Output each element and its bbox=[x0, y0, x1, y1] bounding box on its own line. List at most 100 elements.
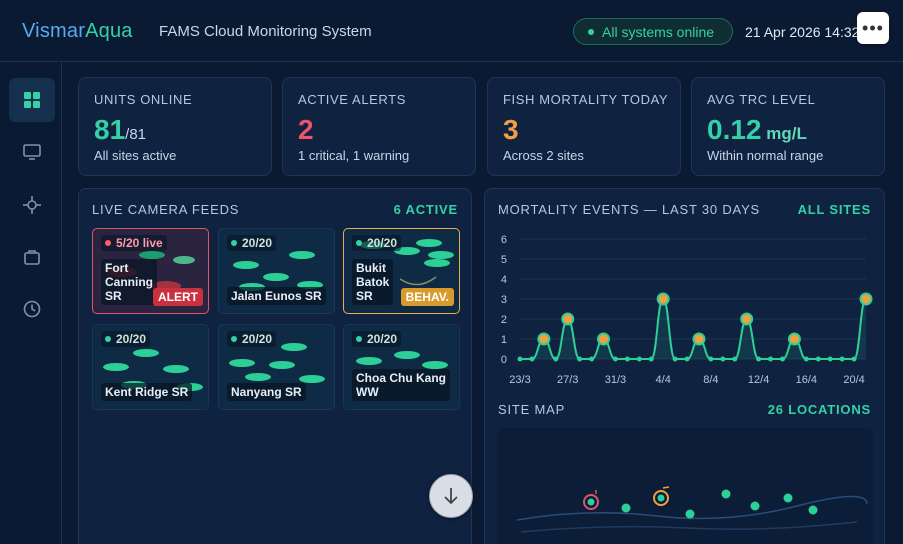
arrow-down-icon bbox=[444, 488, 458, 505]
y-tick-label: 2 bbox=[501, 314, 507, 326]
panel-title: LIVE CAMERA FEEDS bbox=[92, 202, 240, 217]
kpi-active-alerts[interactable]: ACTIVE ALERTS 2 1 critical, 1 warning bbox=[282, 77, 476, 176]
kpi-units-online[interactable]: UNITS ONLINE 81/81 All sites active bbox=[78, 77, 272, 176]
brand-logo[interactable]: VismarAqua bbox=[22, 20, 133, 43]
more-options-icon: ••• bbox=[862, 17, 884, 38]
data-point bbox=[708, 356, 714, 362]
live-dot-icon bbox=[356, 336, 362, 342]
monitor-icon bbox=[23, 144, 41, 160]
kpi-value: 3 bbox=[503, 114, 519, 146]
site-marker[interactable] bbox=[721, 489, 731, 499]
data-point-event[interactable] bbox=[787, 332, 801, 346]
brand-part-1: Vismar bbox=[22, 20, 86, 42]
data-point-event[interactable] bbox=[537, 332, 551, 346]
top-bar: VismarAqua FAMS Cloud Monitoring System … bbox=[0, 0, 903, 62]
kpi-label: ACTIVE ALERTS bbox=[298, 92, 406, 107]
feed-fish-count: 20/20 bbox=[352, 235, 402, 251]
data-point bbox=[648, 356, 654, 362]
data-point-event[interactable] bbox=[597, 332, 611, 346]
camera-feed-choa-chu-kang[interactable]: 20/20 Choa Chu Kang WW bbox=[343, 324, 460, 410]
nav-cases[interactable] bbox=[9, 235, 55, 279]
locations-count-link[interactable]: 26 LOCATIONS bbox=[767, 402, 871, 417]
data-point-event[interactable] bbox=[859, 292, 873, 306]
site-map[interactable] bbox=[497, 428, 873, 544]
data-point bbox=[672, 356, 678, 362]
data-point-event[interactable] bbox=[561, 312, 575, 326]
data-point-event[interactable] bbox=[740, 312, 754, 326]
more-options-button[interactable]: ••• bbox=[857, 12, 889, 44]
site-map-canvas bbox=[516, 486, 868, 533]
x-tick-label: 4/4 bbox=[656, 374, 671, 386]
scroll-down-button[interactable] bbox=[429, 474, 473, 518]
brand-part-2: Aqua bbox=[85, 20, 133, 42]
kpi-value: 2 bbox=[298, 114, 314, 146]
kpi-subtext: All sites active bbox=[94, 148, 177, 163]
y-tick-label: 4 bbox=[501, 274, 507, 286]
camera-feed-fort-canning[interactable]: 5/20 live Fort Canning SR ALERT bbox=[92, 228, 209, 314]
data-point bbox=[612, 356, 618, 362]
data-point-event[interactable] bbox=[692, 332, 706, 346]
data-point-event[interactable] bbox=[656, 292, 670, 306]
live-dot-icon bbox=[231, 240, 237, 246]
data-point bbox=[720, 356, 726, 362]
live-dot-icon bbox=[105, 240, 111, 246]
nav-history[interactable] bbox=[9, 287, 55, 331]
camera-feed-jalan-eunos[interactable]: 20/20 Jalan Eunos SR bbox=[218, 228, 335, 314]
feed-fish-count: 20/20 bbox=[101, 331, 151, 347]
sidebar bbox=[0, 62, 62, 544]
y-tick-label: 6 bbox=[501, 234, 507, 246]
app-title: FAMS Cloud Monitoring System bbox=[159, 23, 372, 40]
nav-monitor[interactable] bbox=[9, 130, 55, 174]
mortality-events-panel: MORTALITY EVENTS — LAST 30 DAYS ALL SITE… bbox=[484, 188, 885, 544]
x-tick-label: 23/3 bbox=[509, 374, 530, 386]
data-point bbox=[589, 356, 595, 362]
site-marker[interactable] bbox=[685, 509, 695, 519]
live-dot-icon bbox=[356, 240, 362, 246]
camera-feed-kent-ridge[interactable]: 20/20 Kent Ridge SR bbox=[92, 324, 209, 410]
camera-feed-nanyang[interactable]: 20/20 Nanyang SR bbox=[218, 324, 335, 410]
data-point bbox=[624, 356, 630, 362]
nav-dashboard[interactable] bbox=[9, 78, 55, 122]
site-marker[interactable] bbox=[621, 503, 631, 513]
camera-feed-bukit-batok[interactable]: 20/20 Bukit Batok SR BEHAV. bbox=[343, 228, 460, 314]
data-point bbox=[839, 356, 845, 362]
feed-count-text: 5/20 live bbox=[116, 236, 163, 250]
feed-fish-count: 20/20 bbox=[227, 235, 277, 251]
x-tick-label: 12/4 bbox=[748, 374, 769, 386]
site-marker[interactable] bbox=[808, 505, 818, 515]
panel-title: MORTALITY EVENTS — LAST 30 DAYS bbox=[498, 202, 761, 217]
data-point bbox=[827, 356, 833, 362]
kpi-fish-mortality[interactable]: FISH MORTALITY TODAY 3 Across 2 sites bbox=[487, 77, 681, 176]
kpi-avg-trc[interactable]: AVG TRC LEVEL 0.12 mg/L Within normal ra… bbox=[691, 77, 885, 176]
path-trace bbox=[399, 276, 437, 286]
feed-site-name: Kent Ridge SR bbox=[101, 383, 193, 401]
kpi-value-number: 0.12 bbox=[707, 114, 762, 145]
data-point bbox=[851, 356, 857, 362]
live-dot-icon bbox=[231, 336, 237, 342]
active-feeds-count[interactable]: 6 ACTIVE bbox=[393, 202, 458, 217]
site-filter-link[interactable]: ALL SITES bbox=[797, 202, 871, 217]
data-point bbox=[756, 356, 762, 362]
nav-target[interactable] bbox=[9, 183, 55, 227]
x-tick-label: 31/3 bbox=[605, 374, 626, 386]
y-tick-label: 0 bbox=[501, 354, 507, 366]
crosshair-icon bbox=[23, 196, 41, 214]
kpi-value-number: 3 bbox=[503, 114, 519, 145]
feed-fish-count: 20/20 bbox=[352, 331, 402, 347]
feed-fish-count: 20/20 bbox=[227, 331, 277, 347]
data-point bbox=[636, 356, 642, 362]
feed-count-text: 20/20 bbox=[242, 332, 273, 346]
status-text: All systems online bbox=[602, 23, 715, 40]
data-point bbox=[779, 356, 785, 362]
mortality-line-chart: 0 1 2 3 4 5 6 23/3 27/3 31/3 4/4 8/4 12/4 16/4 20/4 bbox=[501, 234, 873, 386]
system-status-badge: All systems online bbox=[573, 18, 733, 45]
x-tick-label: 16/4 bbox=[796, 374, 817, 386]
site-marker[interactable] bbox=[783, 493, 793, 503]
kpi-value-number: 81 bbox=[94, 114, 126, 145]
site-marker[interactable] bbox=[750, 501, 760, 511]
data-point bbox=[684, 356, 690, 362]
kpi-subtext: Across 2 sites bbox=[503, 148, 584, 163]
live-dot-icon bbox=[105, 336, 111, 342]
y-tick-label: 3 bbox=[501, 294, 507, 306]
feed-site-name: Jalan Eunos SR bbox=[227, 287, 326, 305]
